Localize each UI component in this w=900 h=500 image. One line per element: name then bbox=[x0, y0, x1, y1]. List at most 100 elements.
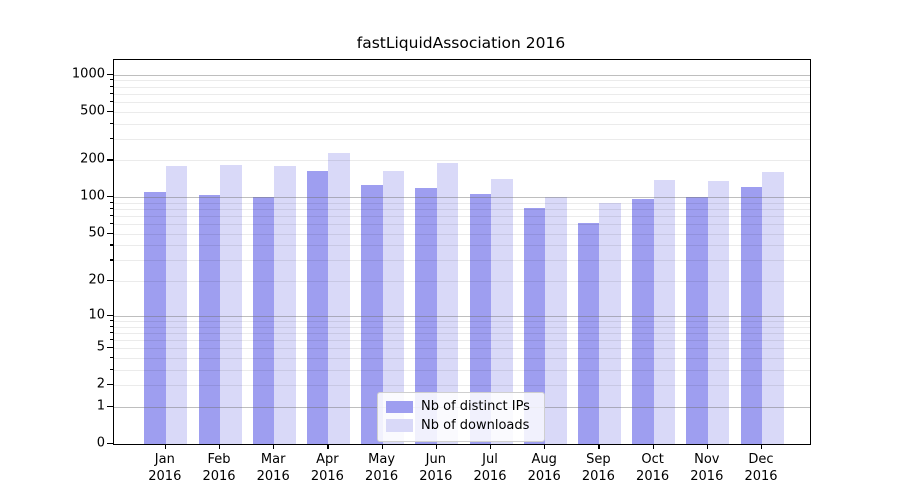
x-tick-label-apr: Apr 2016 bbox=[311, 452, 344, 485]
x-tick-label-nov: Nov 2016 bbox=[690, 452, 723, 485]
gridline-7 bbox=[114, 332, 810, 334]
y-tick-label-5: 5 bbox=[96, 339, 105, 355]
y-tick-20 bbox=[107, 280, 113, 282]
legend-swatch-downloads bbox=[386, 419, 413, 432]
x-tick-year: 2016 bbox=[310, 468, 344, 484]
x-tick-year: 2016 bbox=[365, 468, 399, 484]
gridline-3 bbox=[114, 369, 810, 371]
x-tick-month: Apr bbox=[316, 452, 339, 467]
x-tick-nov bbox=[706, 444, 708, 450]
x-tick-label-jun: Jun 2016 bbox=[419, 452, 452, 485]
chart-title: fastLiquidAssociation 2016 bbox=[356, 34, 566, 52]
gridline-6 bbox=[114, 339, 810, 341]
y-tick-label-100: 100 bbox=[80, 188, 105, 204]
gridline-600 bbox=[114, 101, 810, 103]
y-minor-tick-90 bbox=[109, 201, 113, 204]
y-tick-200 bbox=[107, 159, 113, 161]
x-tick-month: Jan bbox=[154, 452, 175, 467]
y-tick-100 bbox=[107, 196, 113, 198]
y-minor-tick-4 bbox=[109, 356, 113, 359]
bar-downloads-feb bbox=[220, 164, 242, 444]
y-minor-tick-70 bbox=[109, 215, 113, 217]
x-tick-year: 2016 bbox=[527, 468, 561, 484]
gridline-500 bbox=[114, 111, 810, 113]
y-minor-tick-60 bbox=[109, 223, 113, 225]
x-tick-year: 2016 bbox=[419, 468, 453, 484]
x-tick-month: Dec bbox=[748, 452, 774, 467]
gridline-80 bbox=[114, 209, 810, 211]
y-minor-tick-30 bbox=[109, 259, 113, 261]
gridline-800 bbox=[114, 86, 810, 88]
x-tick-month: Nov bbox=[694, 452, 720, 467]
legend: Nb of distinct IPs Nb of downloads bbox=[377, 391, 545, 442]
y-tick-label-200: 200 bbox=[80, 151, 105, 167]
legend-swatch-distinct-ips bbox=[386, 400, 413, 413]
x-tick-mar bbox=[273, 444, 275, 450]
x-tick-year: 2016 bbox=[202, 468, 236, 484]
x-tick-label-jan: Jan 2016 bbox=[148, 452, 181, 485]
x-tick-label-sep: Sep 2016 bbox=[582, 452, 615, 485]
y-minor-tick-8 bbox=[109, 325, 113, 327]
gridline-900 bbox=[114, 80, 810, 82]
gridline-70 bbox=[114, 216, 810, 218]
x-tick-month: Jun bbox=[425, 452, 446, 467]
bar-distinct-ips-dec bbox=[740, 187, 762, 444]
x-tick-jan bbox=[164, 444, 166, 450]
y-tick-5 bbox=[107, 347, 113, 349]
gridline-4 bbox=[114, 357, 810, 359]
y-tick-2 bbox=[107, 384, 113, 386]
y-tick-label-20: 20 bbox=[88, 272, 105, 288]
y-tick-label-0: 0 bbox=[96, 435, 105, 451]
y-minor-tick-80 bbox=[109, 208, 113, 210]
y-minor-tick-900 bbox=[109, 79, 113, 81]
y-minor-tick-600 bbox=[109, 100, 113, 103]
y-tick-label-1: 1 bbox=[96, 398, 105, 414]
bar-downloads-nov bbox=[707, 180, 730, 444]
bar-distinct-ips-jul bbox=[469, 193, 491, 444]
bar-distinct-ips-jun bbox=[415, 187, 437, 444]
y-tick-label-500: 500 bbox=[80, 103, 105, 119]
gridline-400 bbox=[114, 123, 810, 125]
bar-distinct-ips-aug bbox=[523, 208, 546, 444]
x-tick-dec bbox=[761, 444, 763, 450]
gridline-700 bbox=[114, 93, 810, 95]
gridline-90 bbox=[114, 202, 810, 204]
x-tick-may bbox=[381, 444, 383, 450]
y-minor-tick-7 bbox=[109, 331, 113, 334]
y-minor-tick-400 bbox=[109, 122, 113, 124]
x-tick-jul bbox=[490, 444, 492, 450]
x-tick-feb bbox=[219, 444, 221, 450]
x-tick-label-may: May 2016 bbox=[365, 452, 398, 485]
y-minor-tick-700 bbox=[109, 92, 113, 94]
x-tick-month: Mar bbox=[260, 452, 286, 467]
legend-row-distinct-ips: Nb of distinct IPs bbox=[386, 398, 536, 417]
x-tick-year: 2016 bbox=[581, 468, 615, 484]
legend-row-downloads: Nb of downloads bbox=[386, 416, 536, 435]
bar-distinct-ips-feb bbox=[198, 194, 220, 444]
legend-label-distinct-ips: Nb of distinct IPs bbox=[421, 399, 530, 415]
bar-downloads-oct bbox=[653, 179, 676, 444]
bar-downloads-aug bbox=[545, 197, 567, 444]
bar-downloads-mar bbox=[274, 166, 296, 444]
y-tick-10 bbox=[107, 314, 113, 316]
y-tick-0 bbox=[107, 443, 113, 445]
plot-area bbox=[113, 59, 811, 445]
bar-distinct-ips-may bbox=[361, 185, 383, 444]
gridline-10 bbox=[114, 315, 810, 317]
bar-distinct-ips-sep bbox=[577, 222, 600, 444]
x-tick-year: 2016 bbox=[636, 468, 670, 484]
x-tick-year: 2016 bbox=[148, 468, 182, 484]
gridline-2 bbox=[114, 385, 810, 387]
x-tick-month: Feb bbox=[207, 452, 231, 467]
gridline-300 bbox=[114, 138, 810, 140]
gridline-50 bbox=[114, 233, 810, 235]
y-minor-tick-6 bbox=[109, 338, 113, 341]
gridline-100 bbox=[114, 197, 810, 199]
x-tick-year: 2016 bbox=[256, 468, 290, 484]
bar-downloads-sep bbox=[599, 203, 621, 444]
x-tick-sep bbox=[598, 444, 600, 450]
x-tick-label-feb: Feb 2016 bbox=[202, 452, 235, 485]
gridline-200 bbox=[114, 160, 810, 162]
y-tick-label-2: 2 bbox=[96, 376, 105, 392]
